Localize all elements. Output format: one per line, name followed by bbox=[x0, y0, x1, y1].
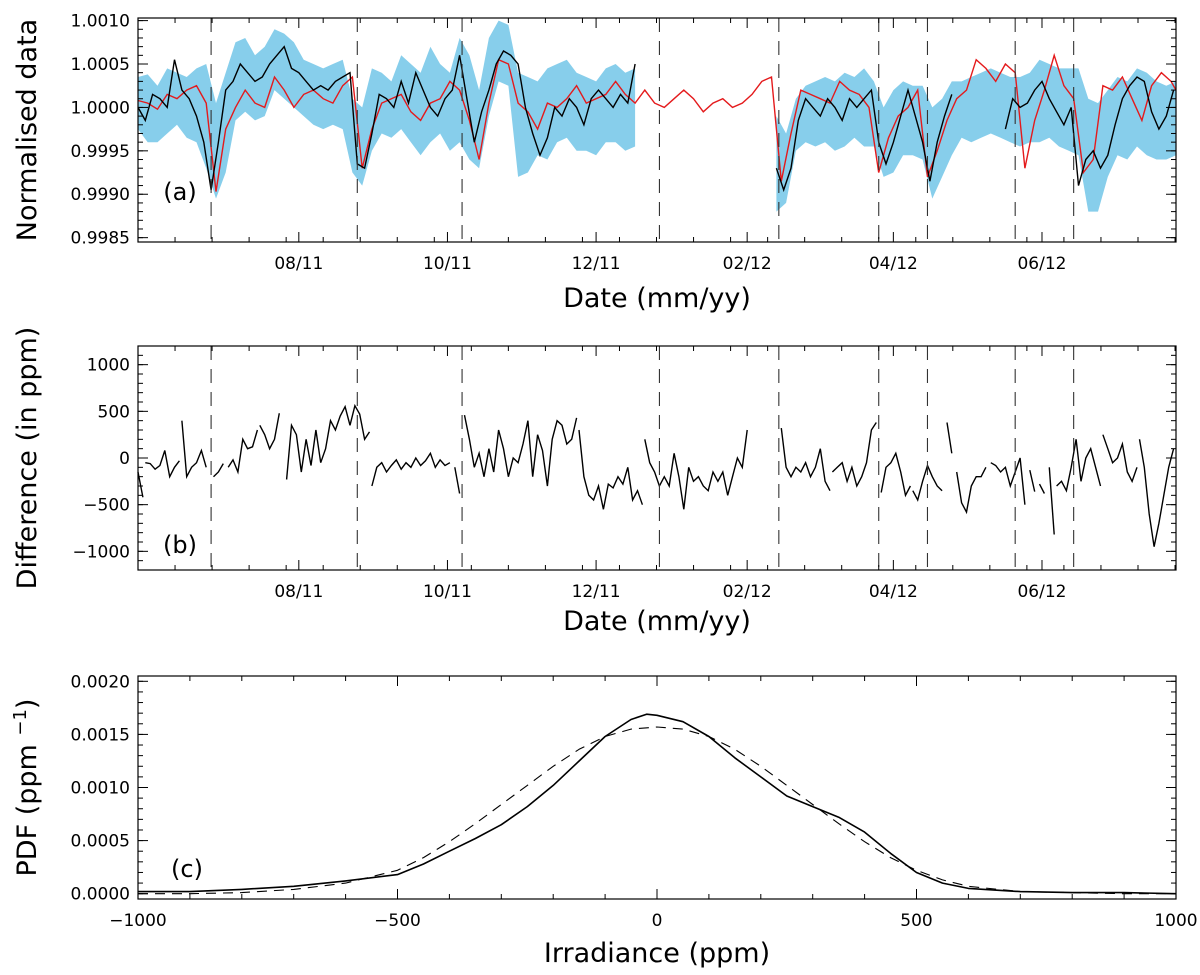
difference-line bbox=[1102, 434, 1138, 484]
uncertainty-band bbox=[776, 59, 1176, 212]
x-tick-label: 0 bbox=[652, 911, 663, 931]
difference-line bbox=[181, 420, 207, 480]
gaussian-fit-line bbox=[138, 726, 1176, 895]
difference-line bbox=[1048, 467, 1055, 535]
x-tick-label: 08/11 bbox=[274, 254, 323, 274]
difference-line bbox=[831, 422, 877, 488]
panel-a: 0.9985 0.9990 0.9995 1.0000 1.0005 1.0010 08/1… bbox=[12, 12, 1177, 314]
x-tick-label: −500 bbox=[374, 911, 421, 931]
difference-line bbox=[578, 429, 644, 510]
x-tick-label: 08/11 bbox=[274, 582, 323, 602]
x-axis-label: Date (mm/yy) bbox=[563, 283, 751, 314]
plot-frame bbox=[137, 675, 1177, 900]
difference-line bbox=[644, 429, 748, 510]
difference-line bbox=[880, 451, 912, 498]
x-tick-label: −1000 bbox=[109, 911, 167, 931]
difference-line bbox=[946, 422, 953, 454]
x-tick-label: 1000 bbox=[1154, 911, 1197, 931]
difference-line bbox=[213, 463, 224, 478]
panel-label: (a) bbox=[163, 178, 196, 206]
difference-line bbox=[137, 471, 144, 498]
data-line bbox=[137, 45, 636, 191]
uncertainty-band bbox=[138, 20, 636, 199]
y-tick-label: −1000 bbox=[72, 542, 130, 562]
difference-line bbox=[463, 414, 578, 487]
x-tick-label: 12/11 bbox=[572, 582, 621, 602]
y-axis-label: PDF (ppm −1) bbox=[10, 699, 43, 877]
difference-line bbox=[1138, 439, 1175, 547]
x-tick-label: 12/11 bbox=[572, 254, 621, 274]
difference-line bbox=[227, 429, 259, 475]
difference-line bbox=[1029, 469, 1036, 492]
difference-line bbox=[259, 413, 280, 451]
difference-line bbox=[956, 466, 987, 515]
panel-b: −1000 −500 0 500 1000 08/11 10/11 12/11 02/12 04/… bbox=[12, 327, 1177, 637]
y-tick-label: 0.9985 bbox=[71, 229, 130, 249]
x-tick-label: 500 bbox=[900, 911, 932, 931]
x-tick-label: 06/12 bbox=[1017, 254, 1066, 274]
data-line bbox=[775, 87, 953, 193]
x-tick-label: 10/11 bbox=[423, 254, 472, 274]
x-tick-label: 02/12 bbox=[723, 582, 772, 602]
y-axis-label: Difference (in ppm) bbox=[12, 327, 43, 590]
x-tick-label: 04/12 bbox=[869, 582, 918, 602]
panel-label: (c) bbox=[171, 855, 203, 883]
difference-line bbox=[454, 467, 461, 494]
difference-line bbox=[1038, 483, 1046, 494]
y-tick-label: 1.0010 bbox=[71, 12, 130, 32]
y-tick-label: 0.9995 bbox=[71, 142, 130, 162]
panel-c: −1000 −500 0 500 1000 0.0000 0.0005 0.0010 0.001… bbox=[10, 672, 1198, 969]
y-tick-label: 1.0000 bbox=[71, 98, 130, 118]
y-tick-label: 1.0005 bbox=[71, 55, 130, 75]
y-tick-label: 1000 bbox=[87, 356, 130, 376]
x-tick-label: 04/12 bbox=[869, 254, 918, 274]
model-line bbox=[137, 52, 1177, 192]
x-tick-label: 10/11 bbox=[423, 582, 472, 602]
difference-line bbox=[1056, 439, 1102, 493]
y-axis-label-superscript: −1 bbox=[10, 709, 31, 736]
empirical-pdf-line bbox=[138, 713, 1177, 895]
difference-line bbox=[285, 403, 371, 480]
difference-line bbox=[990, 457, 1026, 505]
y-tick-label: 0.0000 bbox=[71, 885, 130, 905]
x-tick-label: 06/12 bbox=[1017, 582, 1066, 602]
y-tick-label: 0.9990 bbox=[71, 185, 130, 205]
panel-label: (b) bbox=[163, 531, 197, 559]
x-axis-label: Date (mm/yy) bbox=[563, 606, 751, 637]
y-axis-label-close: ) bbox=[12, 699, 43, 710]
x-axis-label: Irradiance (ppm) bbox=[544, 938, 770, 969]
x-tick-label: 02/12 bbox=[723, 254, 772, 274]
y-tick-label: 0.0020 bbox=[71, 672, 130, 692]
y-axis-label-main: PDF (ppm bbox=[12, 736, 43, 877]
data-line bbox=[1004, 76, 1175, 186]
y-tick-label: 0 bbox=[119, 449, 130, 469]
y-tick-label: 0.0010 bbox=[71, 779, 130, 799]
y-axis-label: Normalised data bbox=[12, 19, 43, 241]
y-tick-label: 0.0005 bbox=[71, 832, 130, 852]
difference-line bbox=[780, 428, 831, 492]
y-tick-label: 0.0015 bbox=[71, 725, 130, 745]
difference-line bbox=[145, 450, 180, 479]
difference-line bbox=[371, 451, 451, 487]
y-tick-label: 500 bbox=[98, 402, 130, 422]
y-tick-label: −500 bbox=[83, 496, 130, 516]
